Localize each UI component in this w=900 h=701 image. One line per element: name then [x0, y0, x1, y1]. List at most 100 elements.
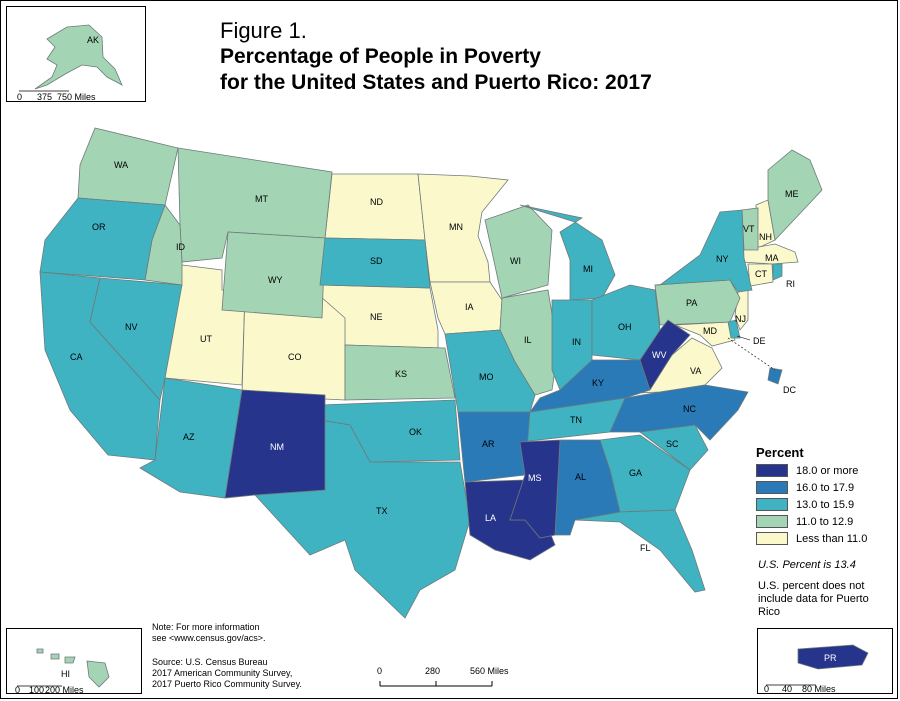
hawaii-inset: HI 0 100 200 Miles	[6, 628, 142, 695]
label-wa: WA	[114, 160, 128, 170]
group-18-or-more	[224, 319, 691, 561]
us-percent-note: U.S. Percent is 13.4	[758, 559, 856, 571]
ak-scale-0: 0	[17, 92, 22, 102]
label-tx: TX	[376, 506, 388, 516]
state-hi-island-3[interactable]	[64, 656, 76, 664]
state-sd[interactable]	[319, 237, 431, 289]
state-me[interactable]	[767, 149, 823, 241]
state-mi[interactable]	[519, 204, 616, 301]
label-tn: TN	[570, 415, 582, 425]
label-sc: SC	[666, 439, 679, 449]
legend-item: Less than 11.0	[756, 531, 896, 546]
legend-swatch	[756, 515, 788, 528]
state-ri[interactable]	[772, 263, 783, 281]
state-hi-island-1[interactable]	[36, 648, 44, 654]
label-dc: DC	[783, 385, 796, 395]
label-al: AL	[575, 472, 586, 482]
label-wv: WV	[652, 350, 667, 360]
state-fl[interactable]	[567, 509, 706, 593]
label-nm: NM	[270, 442, 284, 452]
label-id: ID	[176, 242, 186, 252]
hi-scale-200: 200 Miles	[45, 685, 84, 695]
state-al[interactable]	[554, 439, 621, 536]
label-vt: VT	[743, 224, 755, 234]
label-nd: ND	[370, 197, 383, 207]
label-ga: GA	[629, 468, 642, 478]
label-mi: MI	[583, 264, 593, 274]
legend-item: 16.0 to 17.9	[756, 480, 896, 495]
state-ms[interactable]	[509, 439, 561, 539]
state-wi[interactable]	[484, 204, 553, 299]
figure-number: Figure 1.	[220, 18, 307, 43]
state-wv[interactable]	[639, 319, 691, 391]
state-hi-island-4[interactable]	[86, 660, 110, 688]
pr-scale-0: 0	[764, 684, 769, 694]
label-mn: MN	[449, 222, 463, 232]
state-wy[interactable]	[221, 231, 326, 319]
label-nj: NJ	[735, 314, 746, 324]
de-leader-line	[736, 335, 751, 341]
label-nc: NC	[683, 404, 696, 414]
label-ia: IA	[465, 302, 474, 312]
legend-item: 11.0 to 12.9	[756, 514, 896, 529]
state-ny[interactable]	[654, 209, 753, 293]
label-nh: NH	[759, 232, 772, 242]
state-pr[interactable]	[797, 644, 869, 670]
state-nc[interactable]	[609, 384, 749, 441]
source-line-2: 2017 American Community Survey,	[152, 668, 293, 678]
note-line-1: Note: For more information	[152, 622, 260, 632]
label-md: MD	[703, 326, 717, 336]
label-ne: NE	[370, 312, 383, 322]
legend-label: 16.0 to 17.9	[796, 481, 855, 494]
state-or[interactable]	[39, 197, 166, 281]
legend: Percent 18.0 or more 16.0 to 17.9 13.0 t…	[756, 445, 896, 548]
alaska-inset: AK 0 375 750 Miles	[6, 6, 146, 102]
state-de[interactable]	[727, 319, 741, 339]
puerto-rico-inset: PR 0 40 80 Miles	[757, 628, 893, 694]
label-az: AZ	[183, 432, 195, 442]
label-ri: RI	[786, 279, 795, 289]
hi-scale-100: 100	[29, 685, 44, 695]
label-ct: CT	[755, 269, 767, 279]
state-nd[interactable]	[324, 173, 426, 241]
state-hi-island-2[interactable]	[50, 653, 60, 660]
label-fl: FL	[640, 543, 651, 553]
label-nv: NV	[125, 322, 138, 332]
label-va: VA	[690, 366, 701, 376]
group-16-to-17-9	[457, 359, 783, 536]
label-ma: MA	[765, 253, 779, 263]
scale-tick-560: 560 Miles	[470, 666, 509, 676]
legend-label: 13.0 to 15.9	[796, 498, 855, 511]
state-dc[interactable]	[767, 367, 783, 385]
map-title-line-1: Percentage of People in Poverty	[220, 45, 541, 68]
group-11-to-12-9	[77, 127, 823, 401]
label-pa: PA	[686, 298, 697, 308]
label-oh: OH	[618, 322, 632, 332]
label-or: OR	[92, 222, 106, 232]
state-nv[interactable]	[89, 277, 183, 401]
label-hi: HI	[61, 669, 70, 679]
source-line-3: 2017 Puerto Rico Community Survey.	[152, 679, 302, 689]
label-ny: NY	[716, 254, 729, 264]
group-13-to-15-9	[39, 197, 783, 619]
label-mt: MT	[255, 194, 268, 204]
main-scale-bar: 0 280 560 Miles	[377, 666, 509, 687]
label-wy: WY	[268, 275, 283, 285]
state-tx[interactable]	[254, 404, 471, 619]
legend-label: 11.0 to 12.9	[796, 515, 854, 528]
label-wi: WI	[510, 256, 521, 266]
pr-scale-80: 80 Miles	[802, 684, 836, 694]
label-in: IN	[572, 337, 581, 347]
state-pa[interactable]	[654, 279, 741, 326]
source-line-1: Source: U.S. Census Bureau	[152, 657, 268, 667]
state-ak[interactable]	[34, 24, 123, 90]
state-ks[interactable]	[344, 344, 456, 401]
source: Source: U.S. Census Bureau 2017 American…	[152, 657, 302, 690]
legend-item: 18.0 or more	[756, 463, 896, 478]
legend-item: 13.0 to 15.9	[756, 497, 896, 512]
legend-swatch	[756, 481, 788, 494]
state-nm[interactable]	[224, 389, 326, 499]
label-ok: OK	[409, 427, 422, 437]
